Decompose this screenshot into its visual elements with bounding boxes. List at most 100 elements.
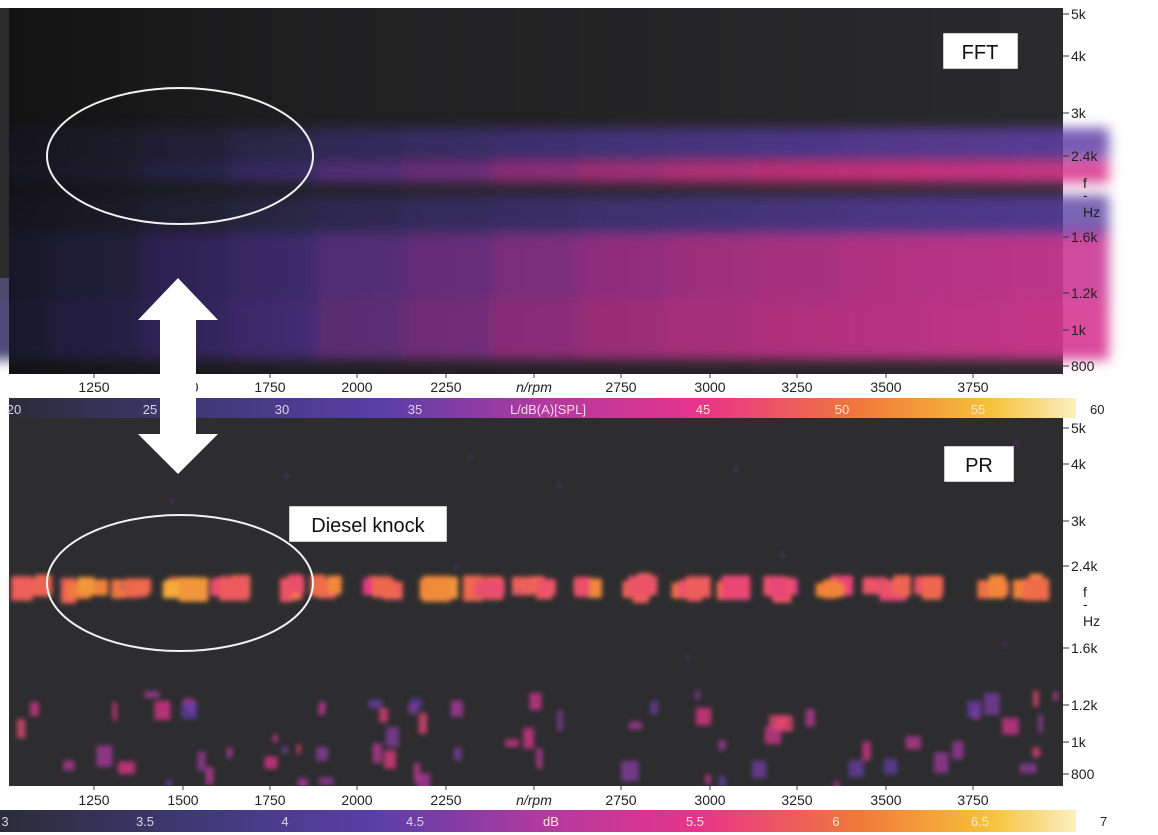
pr-colorbar-ticks: 3 3.5 4 4.5 dB 5.5 6 6.5 7 [1, 814, 1107, 829]
pr-spot [705, 774, 711, 784]
pr-spot [1053, 691, 1058, 701]
y-tick-label: 4k [1071, 48, 1087, 64]
pr-spot [297, 778, 308, 788]
pr-label-box [943, 445, 1015, 483]
knock-blob [685, 576, 711, 598]
pr-spot [557, 710, 563, 731]
pr-spot [63, 760, 75, 771]
colorbar-label: L/dB(A)[SPL] [510, 402, 586, 417]
x-tick-label: 2250 [430, 379, 461, 395]
pr-spot [686, 656, 690, 661]
pr-spot [628, 721, 642, 730]
y-axis-unit: Hz [1083, 204, 1100, 220]
pr-spot [1002, 717, 1019, 735]
x-tick-label: 3750 [957, 792, 988, 808]
pr-spot [805, 709, 815, 727]
pr-spot [316, 746, 329, 761]
y-tick-label: 5k [1071, 420, 1087, 436]
pr-spot [877, 578, 881, 583]
fft-label-box [942, 32, 1019, 70]
knock-blob [1023, 578, 1050, 601]
pr-spot [621, 760, 639, 782]
pr-spot [318, 704, 325, 716]
pr-spot [30, 701, 39, 717]
knock-blob [892, 575, 911, 597]
pr-spot [523, 727, 534, 749]
knock-blob [988, 575, 1006, 598]
pr-spot [281, 746, 288, 754]
y-axis-unit: Hz [1083, 613, 1100, 629]
pr-spot [121, 584, 125, 589]
x-tick-label: 1250 [78, 792, 109, 808]
fft-y-axis: 5k 4k 3k 2.4k 1.6k 1.2k 1k 800 f-Hz [1063, 6, 1100, 374]
colorbar-tick: 60 [1090, 402, 1104, 417]
pr-spot [450, 700, 463, 717]
diesel-knock-label-box [288, 505, 448, 543]
pr-spot [967, 700, 982, 718]
pr-colorbar [0, 810, 1076, 832]
pr-y-axis: 5k 4k 3k 2.4k 1.6k 1.2k 1k 800 f-Hz [1063, 420, 1100, 782]
pr-spot [455, 564, 459, 569]
y-tick-label: 1k [1071, 734, 1087, 750]
pr-spot [781, 553, 785, 558]
knock-blob [921, 575, 942, 600]
colorbar-tick: 4.5 [406, 814, 424, 829]
knock-blob [511, 576, 534, 596]
pr-spot [272, 734, 278, 743]
pr-spot [1003, 642, 1007, 647]
pr-spot [718, 775, 726, 794]
colorbar-tick: 3.5 [136, 814, 154, 829]
pr-spot [734, 466, 738, 471]
knock-blob [218, 576, 249, 601]
double-arrow [138, 278, 218, 474]
knock-blob [310, 574, 326, 597]
pr-spot [983, 693, 1000, 715]
pr-spot [154, 700, 171, 720]
x-tick-label: 2000 [341, 792, 372, 808]
x-tick-label: 1250 [78, 379, 109, 395]
pr-highlight-ellipse [46, 514, 314, 652]
x-tick-label: 1750 [254, 792, 285, 808]
y-axis-unit: - [1083, 187, 1088, 203]
colorbar-tick: dB [543, 814, 559, 829]
x-tick-label: 3250 [781, 792, 812, 808]
y-tick-label: 1.2k [1071, 697, 1098, 713]
fft-highlight-ellipse [46, 87, 314, 225]
y-tick-label: 2.4k [1071, 558, 1098, 574]
y-tick-label: 3k [1071, 513, 1087, 529]
pr-spot [557, 483, 561, 488]
x-tick-label: 3750 [957, 379, 988, 395]
pr-spot [372, 743, 382, 764]
pr-label: PR [965, 455, 993, 477]
colorbar-tick: 35 [408, 402, 422, 417]
y-tick-label: 1.6k [1071, 640, 1098, 656]
pr-spot [383, 750, 396, 769]
pr-spot [862, 741, 871, 761]
y-axis-unit: - [1083, 596, 1088, 612]
colorbar-tick: 30 [275, 402, 289, 417]
y-tick-label: 3k [1071, 105, 1087, 121]
pr-spot [205, 767, 214, 785]
knock-blob [769, 578, 788, 599]
knock-blob [327, 575, 342, 595]
x-tick-label: 3000 [694, 379, 725, 395]
pr-spot [368, 699, 383, 709]
pr-spot [144, 691, 160, 698]
pr-spot [284, 474, 288, 479]
y-tick-label: 1k [1071, 322, 1087, 338]
x-tick-label: 2250 [430, 792, 461, 808]
knock-blob [31, 580, 49, 597]
y-tick-label: 4k [1071, 456, 1087, 472]
pr-spot [454, 747, 462, 761]
y-tick-label: 2.4k [1071, 148, 1098, 164]
knock-blob [721, 575, 751, 600]
pr-spot [934, 752, 949, 774]
y-tick-label: 800 [1071, 358, 1095, 374]
pr-spot [226, 747, 233, 759]
pr-spot [197, 752, 206, 771]
x-tick-label: 3500 [870, 379, 901, 395]
x-tick-label: 1500 [167, 792, 198, 808]
fft-colorbar [9, 398, 1076, 418]
knock-blob [111, 579, 126, 599]
pr-spot [264, 756, 278, 769]
